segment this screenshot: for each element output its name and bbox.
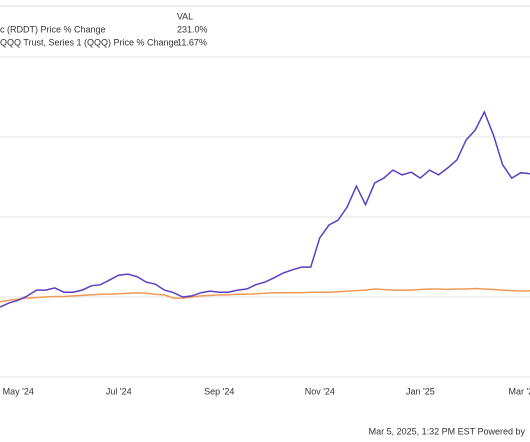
footer: Mar 5, 2025, 1:32 PM EST Powered by — [369, 426, 526, 436]
legend-entry: QQQ Trust, Series 1 (QQQ) Price % Change — [0, 37, 179, 47]
x-tick-label: Jan '25 — [406, 386, 435, 396]
x-tick-label: Sep '24 — [204, 386, 234, 396]
line — [0, 110, 530, 308]
x-tick-label: Nov '24 — [305, 386, 335, 396]
legend-entry: c (RDDT) Price % Change — [0, 24, 106, 34]
legend-value: 231.0% — [177, 24, 208, 34]
x-tick-label: Mar '2 — [508, 386, 530, 396]
x-tick-label: May '24 — [3, 386, 34, 396]
legend-value: 11.67% — [177, 37, 207, 47]
x-tick-label: Jul '24 — [106, 386, 132, 396]
legend-header: VAL — [177, 11, 193, 21]
line — [0, 287, 530, 303]
